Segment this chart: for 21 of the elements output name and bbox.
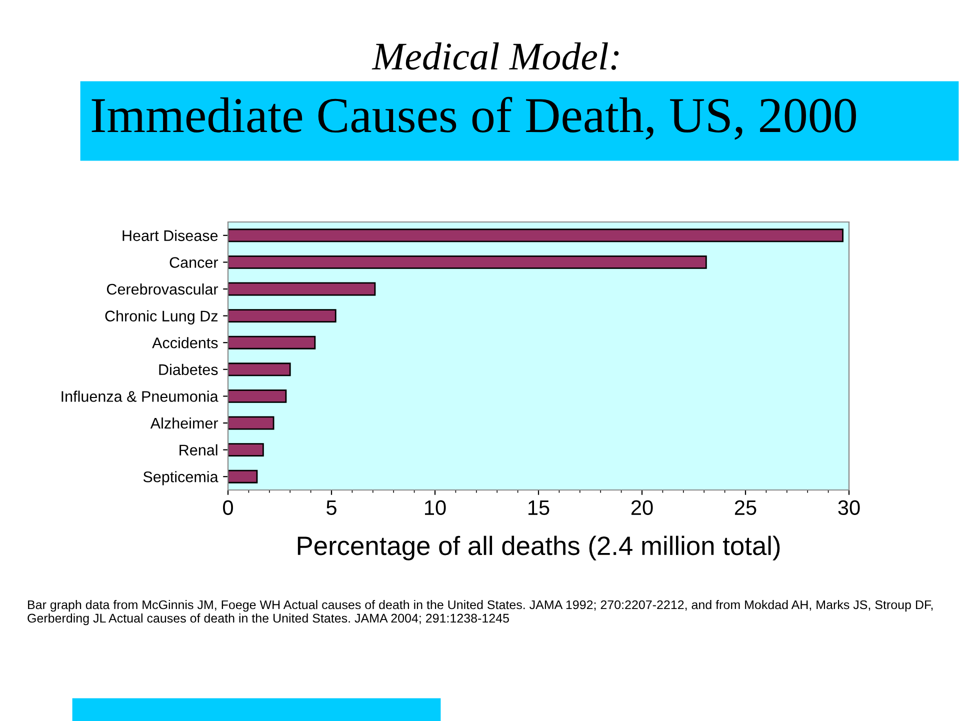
x-tick-label: 25 bbox=[734, 500, 756, 516]
y-tick-label: Alzheimer bbox=[150, 417, 218, 429]
x-tick-label: 5 bbox=[326, 500, 336, 516]
y-tick-label: Renal bbox=[180, 444, 218, 456]
y-tick-label: Chronic Lung Dz bbox=[105, 310, 218, 325]
y-tick-label: Diabetes bbox=[159, 364, 218, 376]
x-tick-label: 10 bbox=[425, 500, 446, 516]
text: Bar graph data from McGinnis JM, Foege WH Actual causes of death in the United States. JAMA 1992; 270:2207-2212, and from Mokdad AH, Marks JS, Stroup DF, Gerberding JL Actual causes of death in the United States. JAMA 2004; 291:1238-1245 bbox=[28, 600, 933, 626]
y-tick-label: Heart Disease bbox=[122, 230, 218, 242]
y-tick-label: Influenza & Pneumonia bbox=[62, 390, 218, 402]
y-tick-label: Septicemia bbox=[143, 471, 218, 486]
x-axis-title: Percentage of all deaths (2.4 million total) bbox=[298, 536, 780, 560]
x-tick-label: 20 bbox=[631, 500, 653, 516]
chart-title: Immediate Causes of Death, US, 2000 bbox=[92, 96, 856, 140]
chart-subtitle: Medical Model: bbox=[372, 42, 619, 70]
x-tick-label: 0 bbox=[223, 500, 233, 516]
y-tick-label: Accidents bbox=[152, 337, 218, 348]
x-tick-label: 30 bbox=[838, 500, 860, 516]
y-tick-label: Cancer bbox=[170, 257, 218, 268]
x-tick-label: 15 bbox=[528, 500, 550, 516]
y-tick-label: Cerebrovascular bbox=[106, 283, 218, 295]
